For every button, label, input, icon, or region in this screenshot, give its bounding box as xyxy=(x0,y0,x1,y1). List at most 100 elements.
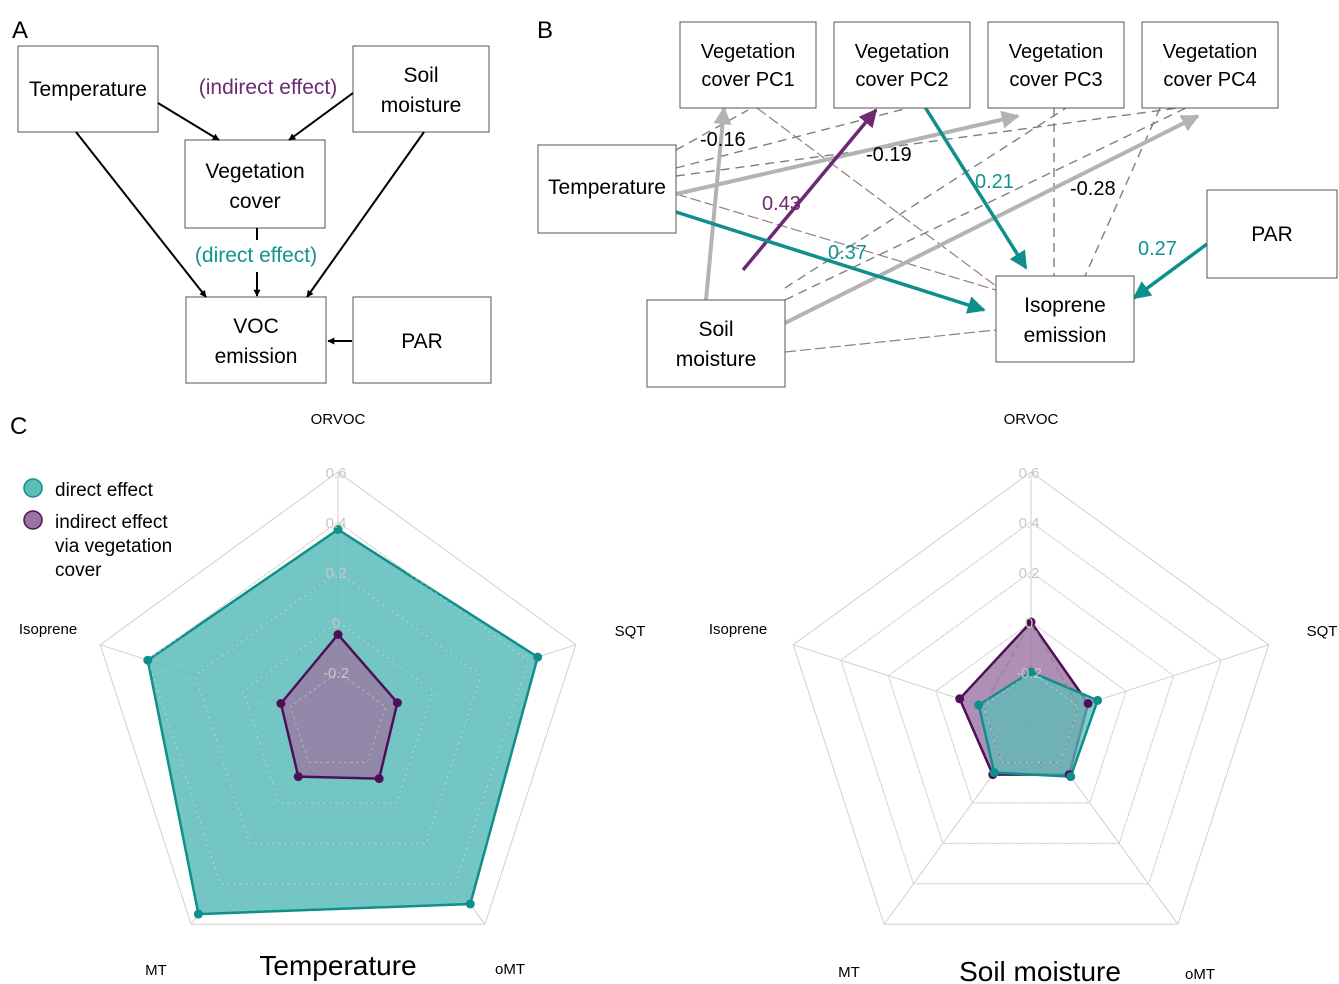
panel-c-letter: C xyxy=(10,413,27,440)
axis-label-omt: oMT xyxy=(1185,966,1215,983)
radar-chart-soil-moisture: -0.2 0 0.2 0.4 0.6 ORVOC SQT oMT MT Isoprene Soil … xyxy=(709,411,1338,984)
grid-ring-overlay-4 xyxy=(147,521,529,885)
b-par-label: PAR xyxy=(1251,223,1293,246)
b-pc2-label-1: Vegetation xyxy=(855,41,950,63)
a-arrow-temp-veg xyxy=(157,102,220,141)
a-par-box xyxy=(352,296,492,384)
b-coef-pc2-iso: 0.21 xyxy=(975,171,1014,193)
b-pc1-label-2: cover PC1 xyxy=(701,69,794,91)
grid-ring-4 xyxy=(840,521,1222,885)
axis-label-orvoc: ORVOC xyxy=(311,411,366,428)
b-arrow-soil-pc4 xyxy=(784,114,1200,325)
direct-point-isoprene xyxy=(974,700,984,710)
b-isoprene-label-2: emission xyxy=(1024,324,1107,347)
b-pc3-label-2: cover PC3 xyxy=(1009,69,1102,91)
grid-ring-2 xyxy=(935,621,1127,804)
b-arrow-pc2-iso xyxy=(906,79,1028,270)
grid-ring-overlay-3 xyxy=(887,571,1175,844)
b-dash-1 xyxy=(675,109,749,151)
b-pc2-box xyxy=(833,21,971,109)
b-isoprene-box xyxy=(995,275,1135,363)
tick-label: -0.2 xyxy=(323,665,349,682)
direct-point-omt xyxy=(465,899,475,909)
radar-title: Temperature xyxy=(259,950,416,981)
indirect-point-orvoc xyxy=(333,630,343,639)
b-par-box xyxy=(1206,189,1338,279)
b-arrow-temp-iso xyxy=(675,210,986,314)
grid-ring-5 xyxy=(792,471,1270,925)
b-coef-soil-pc2: 0.43 xyxy=(762,193,801,215)
b-soil-label-2: moisture xyxy=(676,348,757,371)
a-soil-label-1: Soil xyxy=(403,64,438,87)
reference-polygon xyxy=(289,646,387,764)
a-temperature-box xyxy=(17,45,159,133)
grid-ring-3 xyxy=(887,571,1175,844)
direct-point-orvoc xyxy=(333,525,343,534)
a-voc-box xyxy=(185,296,327,384)
indirect-point-isoprene xyxy=(276,699,286,708)
indirect-point-sqt xyxy=(392,698,402,708)
direct-point-sqt xyxy=(1093,695,1103,705)
reference-polygon xyxy=(982,620,1080,764)
axis-label-mt: MT xyxy=(838,964,860,981)
grid-ring-overlay-1 xyxy=(289,671,387,763)
legend-indirect-label-1: indirect effect xyxy=(55,512,168,533)
b-temperature-box xyxy=(537,144,677,234)
b-pc4-label-2: cover PC4 xyxy=(1163,69,1256,91)
grid-ring-5 xyxy=(99,471,577,925)
legend-direct-label: direct effect xyxy=(55,480,154,501)
tick-label: 0 xyxy=(332,615,340,632)
b-pc4-label-1: Vegetation xyxy=(1163,41,1258,63)
tick-label: 0.6 xyxy=(326,465,347,482)
a-vegetation-label-2: cover xyxy=(229,190,280,213)
b-dash-pink-3 xyxy=(784,329,997,353)
indirect-point-orvoc xyxy=(1026,617,1036,627)
indirect-point-omt xyxy=(374,774,384,784)
radar-title: Soil moisture xyxy=(959,956,1121,984)
a-soil-moisture-box xyxy=(352,45,490,133)
grid-ring-overlay-2 xyxy=(935,621,1127,804)
b-soil-label-1: Soil xyxy=(698,318,733,341)
indirect-point-isoprene xyxy=(955,694,965,704)
b-dash-4 xyxy=(784,107,1067,289)
legend-indirect-label-2: via vegetation xyxy=(55,536,172,557)
a-voc-label-1: VOC xyxy=(233,315,279,338)
b-coef-temp-pc1: -0.16 xyxy=(700,129,746,151)
b-soil-box xyxy=(646,299,786,388)
b-dash-pink-2 xyxy=(675,193,997,291)
a-arrow-soil-voc xyxy=(306,131,425,298)
b-pc1-box xyxy=(679,21,817,109)
a-vegetation-box xyxy=(184,139,326,229)
indirect-series-polygon xyxy=(279,633,399,780)
b-arrow-par-iso xyxy=(1132,242,1209,300)
b-dash-3 xyxy=(675,107,1179,177)
a-par-label: PAR xyxy=(401,330,443,353)
tick-label: -0.2 xyxy=(1016,665,1042,682)
direct-point-mt xyxy=(193,909,203,919)
axis-label-sqt: SQT xyxy=(615,623,646,640)
direct-point-orvoc xyxy=(1026,667,1036,677)
tick-label: 0.4 xyxy=(326,515,347,532)
grid-ring-overlay-1 xyxy=(982,671,1080,763)
legend-indirect-label-3: cover xyxy=(55,560,102,581)
axis-label-isoprene: Isoprene xyxy=(709,621,767,638)
direct-point-omt xyxy=(1066,772,1076,782)
b-coef-par-iso: 0.27 xyxy=(1138,238,1177,260)
panel-a: A Temperature Soil moisture Vegetation c… xyxy=(12,17,492,384)
axis-label-sqt: SQT xyxy=(1307,623,1338,640)
b-coef-pc4-iso: -0.28 xyxy=(1070,178,1116,200)
direct-point-mt xyxy=(989,768,999,778)
grid-ring-overlay-3 xyxy=(194,571,482,844)
a-direct-label: (direct effect) xyxy=(195,244,317,267)
panel-b-letter: B xyxy=(537,17,553,44)
a-soil-label-2: moisture xyxy=(381,94,462,117)
a-voc-label-2: emission xyxy=(215,345,298,368)
b-isoprene-label-1: Isoprene xyxy=(1024,294,1106,317)
axis-label-mt: MT xyxy=(145,962,167,979)
indirect-point-sqt xyxy=(1083,699,1093,708)
b-dash-7 xyxy=(1084,107,1161,277)
b-pc1-label-1: Vegetation xyxy=(701,41,796,63)
b-temperature-label: Temperature xyxy=(548,176,666,199)
panel-a-letter: A xyxy=(12,17,28,44)
tick-label: 0.6 xyxy=(1019,465,1040,482)
